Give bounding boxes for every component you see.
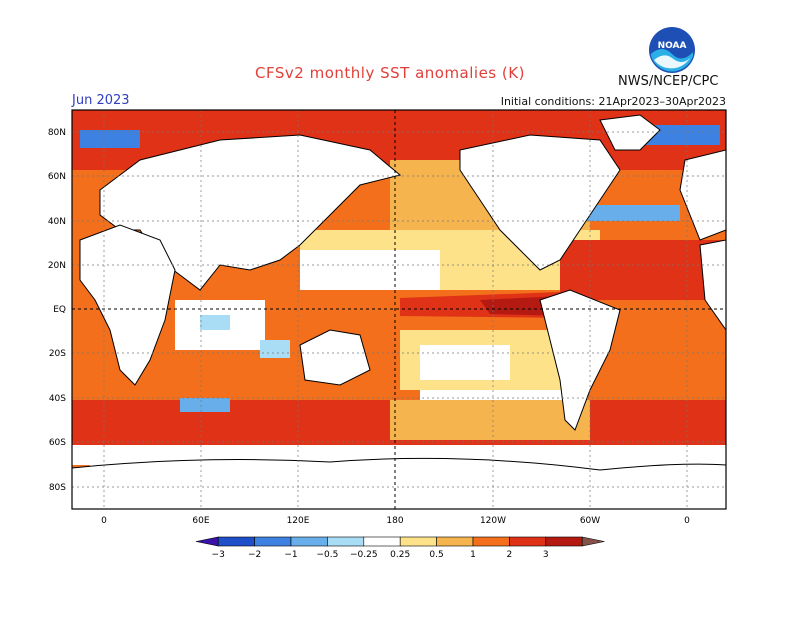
colorbar-swatch	[545, 536, 583, 547]
eurasia-landmass	[99, 134, 402, 291]
lat-label: 40N	[48, 217, 66, 227]
colorbar-tick-label: 0.5	[429, 550, 443, 560]
colorbar-tick-label: −1	[284, 550, 297, 560]
colorbar-tick-label: −0.25	[350, 550, 378, 560]
colorbar-tick-label: 0.25	[390, 550, 410, 560]
colorbar-min-triangle	[195, 536, 219, 547]
lat-label: 20S	[49, 349, 66, 359]
map-frame	[71, 109, 727, 510]
colorbar-swatch	[290, 536, 328, 547]
reference-lines	[72, 110, 726, 509]
initial-conditions: Initial conditions: 21Apr2023–30Apr2023	[500, 95, 726, 108]
colorbar-swatch	[327, 536, 365, 547]
colorbar-swatch	[363, 536, 401, 547]
lon-label: 0	[101, 516, 107, 526]
colorbar-tick-label: 1	[470, 550, 476, 560]
north-america-landmass	[459, 134, 621, 271]
colorbar-tick-label: −0.5	[316, 550, 338, 560]
colorbar-swatch	[399, 536, 437, 547]
map-title: CFSv2 monthly SST anomalies (K)	[255, 64, 525, 82]
antarctica-landmass	[72, 457, 726, 509]
europe-landmass	[679, 149, 726, 241]
colorbar-tick-label: 2	[507, 550, 513, 560]
colorbar-tick-label: 3	[543, 550, 549, 560]
colorbar-swatch	[509, 536, 547, 547]
organization-label: NWS/NCEP/CPC	[618, 74, 719, 89]
lat-label: 60N	[48, 172, 66, 182]
australia-landmass	[299, 329, 371, 386]
lat-label: 80N	[48, 128, 66, 138]
lat-label: EQ	[53, 305, 66, 315]
continents	[72, 114, 726, 509]
lat-label: 80S	[49, 483, 66, 493]
colorbar-swatch	[436, 536, 474, 547]
colorbar-tick-label: −3	[212, 550, 225, 560]
lon-label: 180	[386, 516, 403, 526]
lon-label: 60E	[192, 516, 209, 526]
lat-label: 60S	[49, 438, 66, 448]
graticule	[72, 110, 726, 509]
south-america-landmass	[539, 289, 621, 431]
forecast-month: Jun 2023	[72, 93, 130, 108]
colorbar-tick-label: −2	[248, 550, 261, 560]
lat-label: 40S	[49, 394, 66, 404]
colorbar-swatch	[254, 536, 292, 547]
lon-label: 60W	[580, 516, 600, 526]
colorbar-swatch	[472, 536, 510, 547]
lon-label: 120W	[480, 516, 506, 526]
africa-repeat-landmass	[699, 239, 726, 331]
lon-label: 120E	[287, 516, 310, 526]
noaa-logo: NOAA	[649, 27, 695, 73]
greenland-landmass	[599, 114, 661, 151]
colorbar: −3 −2 −1 −0.5 −0.25 0.25 0.5 1 2 3	[195, 536, 605, 560]
colorbar-max-triangle	[581, 536, 605, 547]
longitude-labels: 0 60E 120E 180 120W 60W 0	[101, 516, 690, 526]
lon-label: 0	[684, 516, 690, 526]
logo-text: NOAA	[658, 41, 687, 51]
colorbar-swatch	[217, 536, 255, 547]
lat-label: 20N	[48, 261, 66, 271]
latitude-labels: 80N 60N 40N 20N EQ 20S 40S 60S 80S	[48, 128, 66, 493]
